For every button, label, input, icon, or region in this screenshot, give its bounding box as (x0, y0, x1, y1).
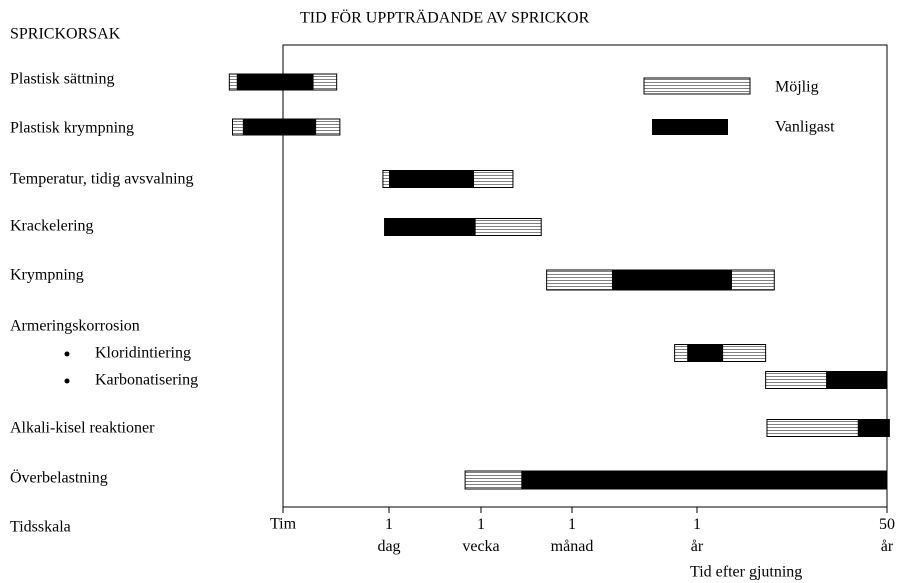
common-bar (384, 218, 476, 236)
row-label: Kloridintiering (95, 345, 191, 362)
x-tick-label: 1 månad (551, 516, 594, 555)
common-bar (236, 74, 314, 90)
x-axis-title: Tid efter gjutning (690, 564, 802, 581)
common-bar (611, 270, 732, 290)
legend-swatch (652, 119, 728, 135)
common-bar (521, 471, 887, 489)
plot-frame (282, 44, 888, 508)
row-label: Överbelastning (10, 469, 108, 487)
row-label: Plastisk sättning (10, 71, 114, 88)
bullet (64, 351, 70, 357)
legend-label: Vanligast (775, 119, 835, 136)
common-bar (687, 344, 724, 362)
category-header: SPRICKORSAK (10, 26, 121, 43)
chart-title: TID FÖR UPPTRÄDANDE AV SPRICKOR (300, 9, 590, 27)
row-label: Krackelering (10, 218, 94, 235)
row-label: Temperatur, tidig avsvalning (10, 171, 194, 188)
common-bar (389, 170, 475, 188)
row-label: Plastisk krympning (10, 120, 134, 137)
legend-swatch (643, 77, 751, 95)
common-bar (242, 119, 317, 135)
bullet (64, 378, 70, 384)
row-label: Alkali-kisel reaktioner (10, 420, 155, 437)
x-tick-label: 1 dag (377, 516, 400, 555)
common-bar (826, 371, 887, 389)
x-tick-label: 50 år (879, 516, 895, 555)
axis-label: Tidsskala (10, 519, 71, 536)
x-tick-label: 1 vecka (462, 516, 499, 555)
x-tick-label: Tim (270, 516, 297, 533)
common-bar (857, 419, 890, 437)
legend-label: Möjlig (775, 79, 819, 96)
row-label: Krympning (10, 267, 84, 284)
row-label: Karbonatisering (95, 372, 198, 389)
x-tick-label: 1 år (691, 516, 704, 555)
row-label: Armeringskorrosion (10, 318, 140, 335)
